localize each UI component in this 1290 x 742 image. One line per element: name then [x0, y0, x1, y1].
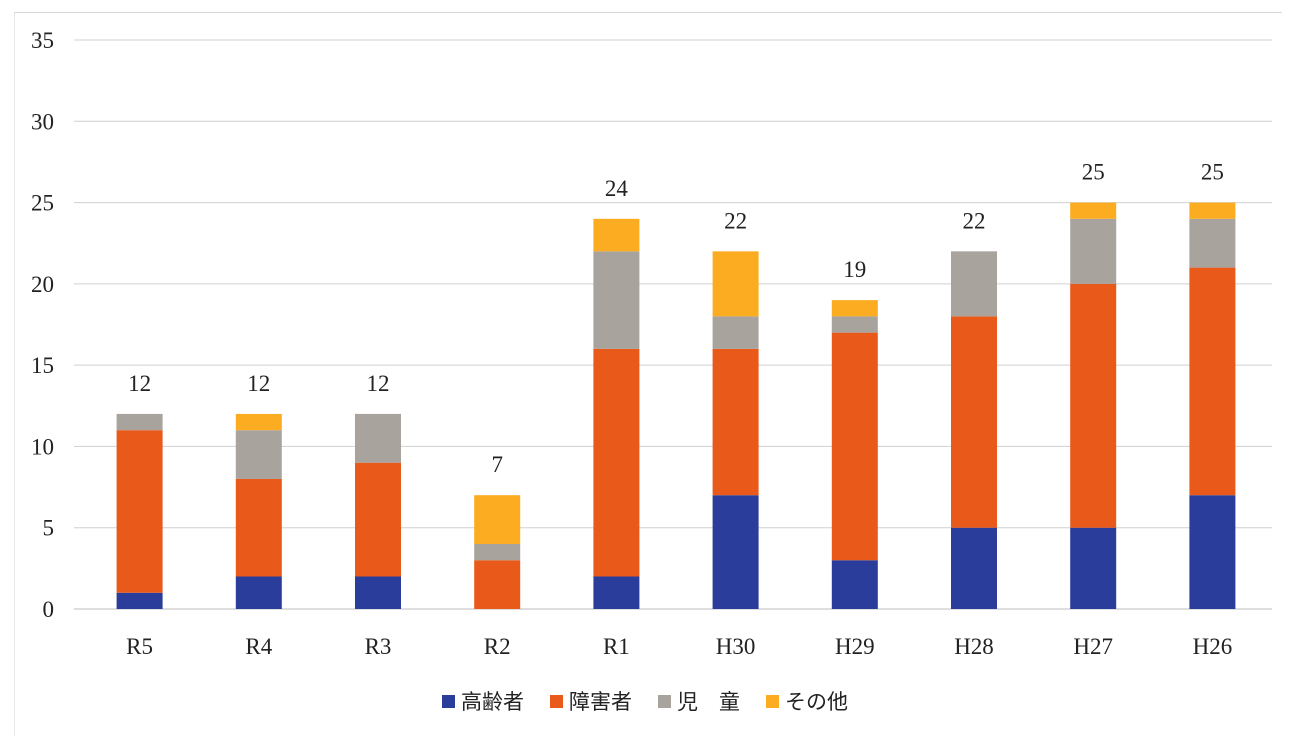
bar-segment	[951, 251, 997, 317]
x-tick-label: R1	[603, 634, 630, 659]
total-label: 12	[247, 371, 270, 396]
total-label: 22	[963, 208, 986, 233]
x-tick-label: R3	[365, 634, 392, 659]
bar-segment	[1189, 218, 1236, 268]
legend-label: 高齢者	[461, 690, 524, 714]
bar-segment	[1070, 202, 1117, 219]
bar-segment	[355, 462, 401, 577]
bar-segment	[712, 348, 759, 496]
legend-swatch	[550, 694, 563, 708]
bar-segment	[1189, 202, 1236, 219]
bar-segment	[235, 430, 282, 479]
x-tick-label: H27	[1073, 634, 1113, 659]
x-tick-label: R5	[126, 634, 153, 659]
bar-segment	[235, 576, 282, 609]
x-tick-label: R2	[484, 634, 511, 659]
legend: 高齢者 障害者 児 童 その他	[0, 686, 1290, 716]
total-label: 24	[605, 176, 629, 201]
y-tick-label: 5	[43, 516, 55, 541]
x-tick-label: H29	[835, 634, 875, 659]
total-label: 22	[724, 208, 747, 233]
bar-segment	[712, 251, 759, 317]
y-tick-label: 25	[31, 191, 54, 216]
bar-segment	[593, 576, 640, 609]
y-tick-label: 30	[31, 109, 54, 134]
bar-segment	[1189, 267, 1236, 496]
total-label: 7	[491, 452, 503, 477]
legend-item: 児 童	[658, 686, 740, 716]
bar-segment	[1070, 527, 1117, 609]
total-label: 19	[843, 257, 866, 282]
bar-segment	[235, 478, 282, 577]
x-tick-label: R4	[245, 634, 272, 659]
total-label: 25	[1201, 160, 1224, 185]
chart-frame	[14, 12, 1282, 736]
legend-swatch	[766, 694, 779, 708]
bar-segment	[831, 316, 878, 333]
bar-segment	[355, 413, 401, 463]
legend-item: 障害者	[550, 686, 632, 716]
bar-segment	[831, 332, 878, 561]
total-label: 12	[367, 371, 390, 396]
bar-segment	[831, 300, 878, 317]
legend-swatch	[658, 694, 671, 708]
legend-label: 児 童	[677, 690, 740, 714]
legend-label: 障害者	[569, 690, 632, 714]
y-tick-label: 35	[31, 28, 54, 53]
bar-segment	[951, 316, 997, 528]
bar-segment	[1070, 283, 1117, 528]
bar-segment	[474, 495, 521, 544]
bar-segment	[593, 218, 640, 252]
bar-segment	[712, 495, 759, 609]
legend-item: 高齢者	[442, 686, 524, 716]
x-tick-label: H26	[1193, 634, 1233, 659]
bars	[116, 202, 1236, 609]
bar-segment	[474, 560, 521, 609]
bar-segment	[235, 413, 282, 431]
bar-segment	[1070, 218, 1117, 284]
bar-segment	[116, 413, 163, 431]
y-tick-label: 15	[31, 353, 54, 378]
bar-segment	[1189, 495, 1236, 609]
bar-segment	[831, 560, 878, 609]
y-tick-label: 10	[31, 434, 54, 459]
legend-label: その他	[785, 690, 848, 714]
y-tick-label: 20	[31, 272, 54, 297]
total-label: 25	[1082, 160, 1105, 185]
bar-segment	[593, 348, 640, 577]
legend-swatch	[442, 694, 455, 708]
bar-segment	[116, 592, 163, 609]
y-tick-label: 0	[43, 597, 55, 622]
x-tick-label: H30	[716, 634, 756, 659]
x-tick-label: H28	[954, 634, 994, 659]
bar-segment	[355, 576, 401, 609]
bar-segment	[951, 527, 997, 609]
bar-segment	[474, 543, 521, 561]
bar-segment	[593, 251, 640, 349]
x-axis-ticks: R5 R4 R3 R2 R1 H30 H29 H28 H27 H26	[126, 634, 1232, 659]
bar-segment	[116, 430, 163, 593]
bar-segment	[712, 316, 759, 349]
total-labels: 12 12 12 7 24 22 19 22 25 25	[128, 160, 1224, 478]
total-label: 12	[128, 371, 151, 396]
y-axis-ticks: 0 5 10 15 20 25 30 35	[31, 28, 54, 622]
legend-item: その他	[766, 686, 848, 716]
